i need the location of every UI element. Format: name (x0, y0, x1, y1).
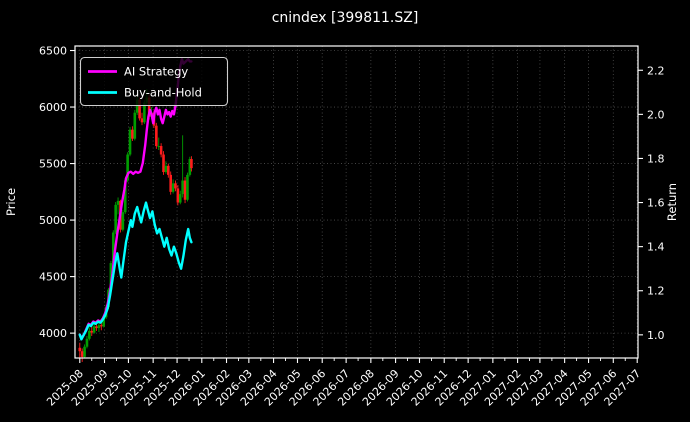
series-line-layer (78, 58, 193, 341)
candle-body (92, 326, 96, 333)
candle-body (133, 112, 137, 139)
candle-body (178, 194, 182, 203)
candle-body (147, 97, 151, 117)
right-tick-label: 1.0 (647, 329, 665, 342)
candle-body (159, 146, 163, 155)
candle-body (164, 165, 168, 173)
candle-body (121, 212, 125, 230)
candle-body (131, 129, 134, 139)
candle-body (140, 118, 144, 123)
candle-body (83, 346, 86, 357)
candle-body (78, 347, 82, 352)
candle-body (174, 183, 177, 189)
candle-body (80, 351, 84, 357)
candle-body (138, 99, 141, 119)
candle-body (128, 129, 132, 155)
candle-body (143, 102, 146, 123)
left-tick-label: 5500 (39, 158, 67, 171)
candle-body (135, 99, 139, 113)
plot-border (74, 45, 639, 359)
candle-body (90, 330, 94, 333)
left-tick-label: 4500 (39, 271, 67, 284)
candle-body (116, 200, 120, 205)
candle-body (95, 326, 98, 329)
right-tick-label: 1.6 (647, 197, 665, 210)
candle-body (100, 325, 103, 327)
candle-body (176, 188, 180, 203)
legend: AI Strategy Buy-and-Hold (79, 56, 229, 107)
candle-body (85, 338, 89, 347)
candle-body (157, 146, 161, 148)
grid-lines (75, 46, 638, 358)
candle-body (171, 183, 175, 192)
candle-body (88, 330, 91, 339)
candle-body (97, 325, 101, 329)
left-tick-label: 6000 (39, 101, 67, 114)
legend-label-buy-and-hold: Buy-and-Hold (124, 86, 202, 100)
left-axis-label: Price (4, 188, 18, 216)
candle-body (162, 154, 165, 173)
candle-body (181, 180, 184, 195)
right-axis-label: Return (665, 183, 679, 221)
right-tick-label: 1.2 (647, 285, 665, 298)
right-tick-label: 1.8 (647, 152, 665, 165)
left-tick-label: 6500 (39, 45, 67, 58)
candle-body (169, 174, 172, 192)
candle-body (167, 165, 170, 175)
right-tick-label: 1.4 (647, 241, 665, 254)
candle-body (102, 317, 106, 327)
candle-body (155, 125, 158, 147)
candle-body (183, 180, 187, 200)
right-tick-label: 2.2 (647, 64, 665, 77)
candle-body (188, 159, 192, 175)
candle-body (123, 180, 127, 213)
candlestick-layer (78, 88, 193, 362)
right-tick-label: 2.0 (647, 108, 665, 121)
candle-body (186, 174, 189, 200)
legend-label-ai-strategy: AI Strategy (124, 65, 188, 79)
candle-body (111, 232, 115, 264)
left-tick-label: 5000 (39, 214, 67, 227)
candle-body (190, 159, 193, 169)
candle-body (114, 204, 117, 233)
series-line-buy-and-hold (78, 201, 193, 341)
legend-box (79, 56, 229, 107)
left-tick-label: 4000 (39, 327, 67, 340)
candle-body (126, 154, 129, 181)
chart-title: cnindex [399811.SZ] (272, 10, 419, 26)
